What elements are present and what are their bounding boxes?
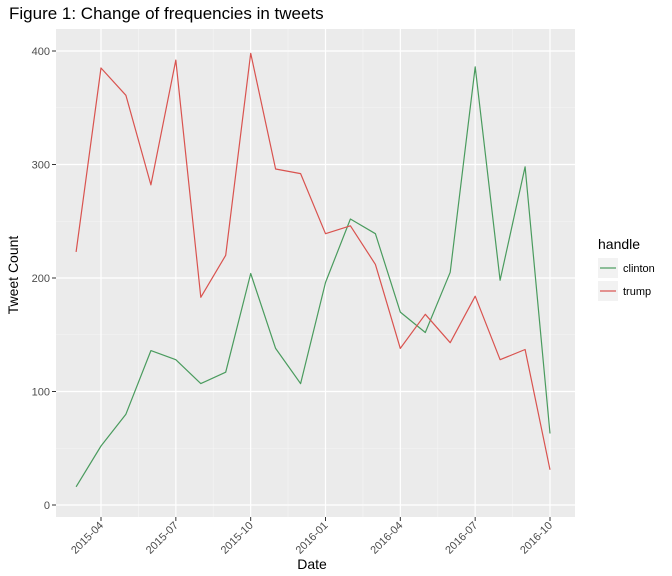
chart-title: Figure 1: Change of frequencies in tweet… xyxy=(9,4,324,23)
y-axis: 0 100 200 300 400 xyxy=(32,46,56,512)
series-lines xyxy=(75,52,551,488)
x-axis: 2015-04 2015-07 2015-10 2016-01 2016-04 2016-… xyxy=(69,517,555,557)
series-line-trump xyxy=(75,52,551,470)
y-tick-label: 300 xyxy=(32,160,50,172)
y-tick-label: 0 xyxy=(44,500,50,512)
x-tick-label: 2016-04 xyxy=(368,520,405,557)
y-tick-label: 100 xyxy=(32,387,50,399)
y-tick-label: 400 xyxy=(32,46,50,58)
minor-gridlines xyxy=(56,29,575,517)
legend-label-clinton: clinton xyxy=(623,263,655,275)
x-tick-label: 2016-07 xyxy=(443,520,480,557)
x-tick-label: 2016-01 xyxy=(294,520,331,557)
x-tick-label: 2015-07 xyxy=(144,520,181,557)
x-tick-label: 2015-04 xyxy=(69,520,106,557)
x-tick-label: 2015-10 xyxy=(219,520,256,557)
plot-panel xyxy=(56,29,575,517)
legend: handle clinton trump xyxy=(598,236,655,301)
series-line-clinton xyxy=(75,66,551,488)
x-tick-label: 2016-10 xyxy=(518,520,555,557)
x-axis-title: Date xyxy=(297,556,327,572)
y-axis-title: Tweet Count xyxy=(5,236,21,315)
legend-title: handle xyxy=(598,236,640,252)
legend-label-trump: trump xyxy=(623,286,651,298)
y-tick-label: 200 xyxy=(32,273,50,285)
